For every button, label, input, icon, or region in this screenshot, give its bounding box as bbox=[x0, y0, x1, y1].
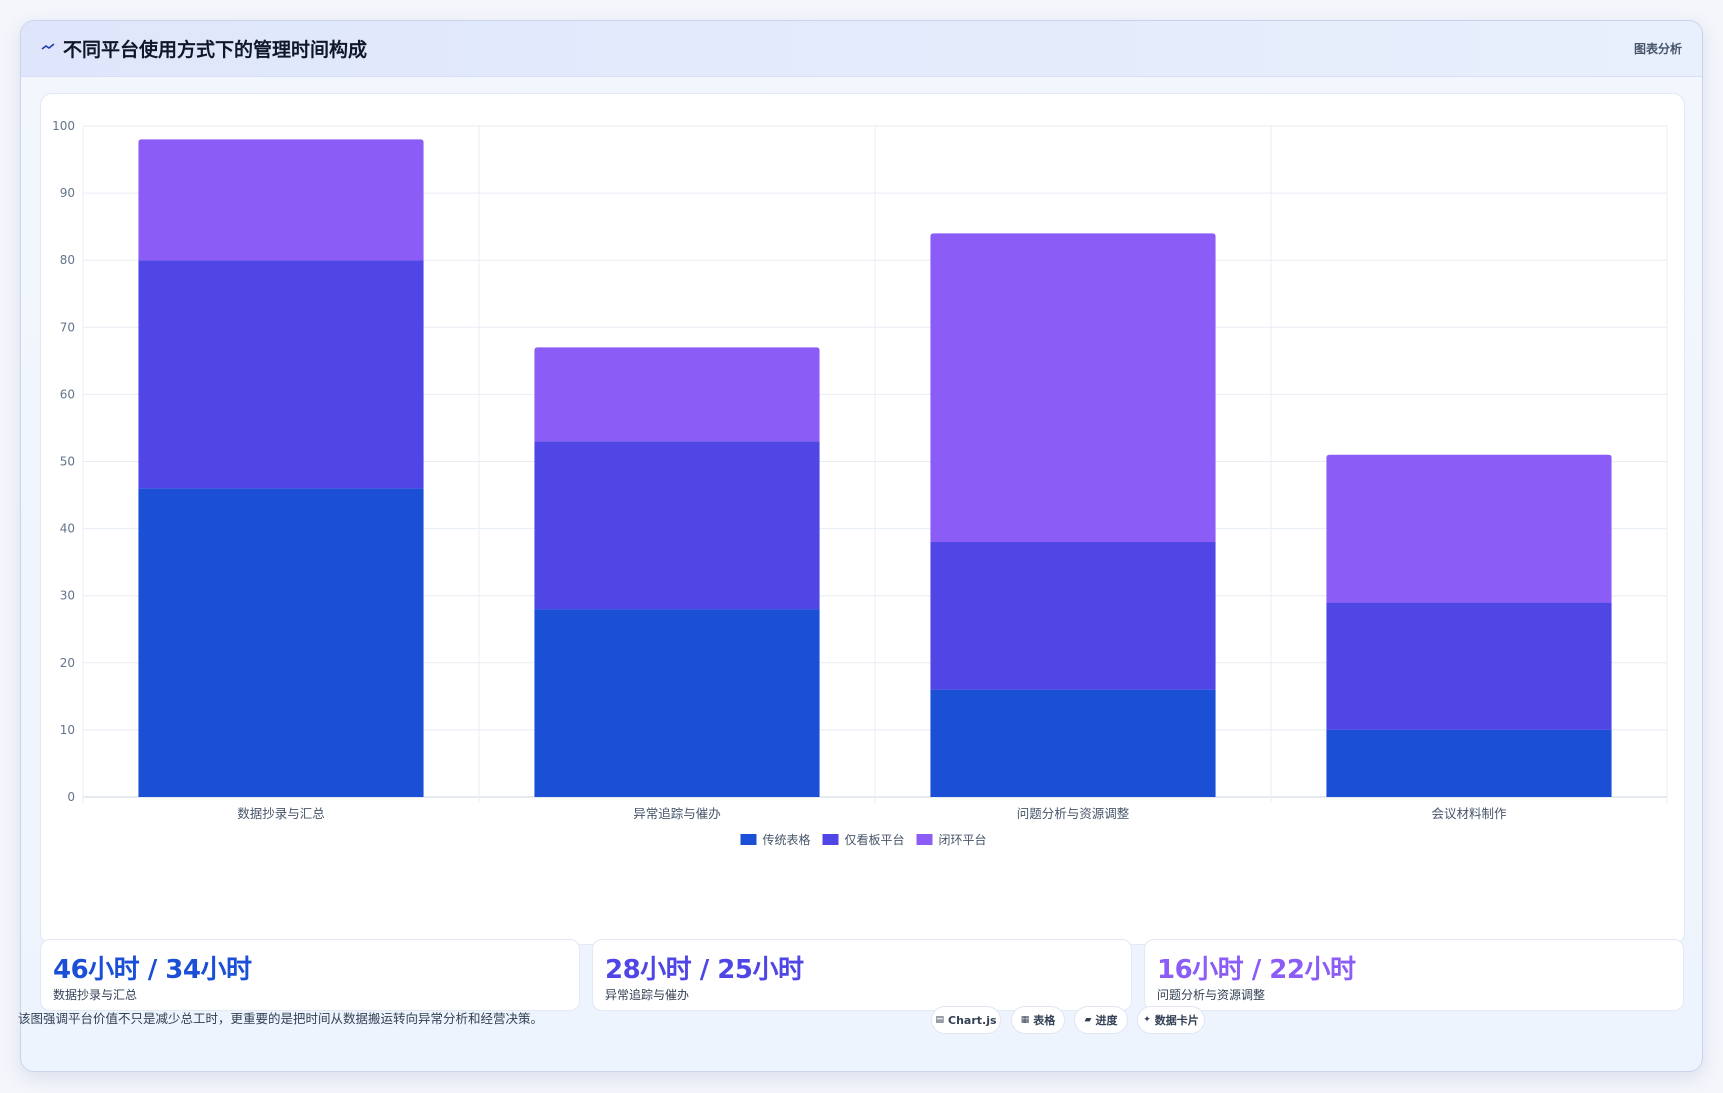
stat-label: 异常追踪与催办 bbox=[605, 988, 690, 1002]
stat-value: 28小时 / 25小时 bbox=[605, 955, 804, 985]
bar-segment bbox=[138, 139, 424, 261]
y-tick-label: 100 bbox=[52, 119, 75, 133]
x-tick-label: 异常追踪与催办 bbox=[633, 806, 721, 821]
y-tick-label: 70 bbox=[60, 320, 75, 334]
y-tick-label: 80 bbox=[60, 253, 75, 267]
stat-value: 16小时 / 22小时 bbox=[1157, 955, 1356, 985]
bar-segment bbox=[534, 347, 820, 442]
chip-progress[interactable]: ▰ 进度 bbox=[1074, 1006, 1128, 1034]
stats-row: 46小时 / 34小时 数据抄录与汇总 28小时 / 25小时 异常追踪与催办 … bbox=[40, 939, 1685, 1011]
y-tick-label: 30 bbox=[60, 589, 75, 603]
bar-segment bbox=[1326, 602, 1612, 730]
page-title: 不同平台使用方式下的管理时间构成 bbox=[63, 39, 368, 61]
table-icon: ▦ bbox=[1020, 1015, 1030, 1025]
stat-label: 数据抄录与汇总 bbox=[53, 988, 138, 1002]
y-tick-label: 40 bbox=[60, 522, 75, 536]
bar-segment bbox=[534, 441, 820, 610]
chip-label: 数据卡片 bbox=[1154, 1014, 1199, 1027]
y-tick-label: 10 bbox=[60, 723, 75, 737]
bar-segment bbox=[1326, 729, 1612, 797]
x-tick-label: 问题分析与资源调整 bbox=[1017, 806, 1130, 821]
chart-icon: ▤ bbox=[935, 1015, 944, 1025]
stacked-bar-chart: 0 10 20 30 40 50 60 70 80 90 100 数据抄录与汇总 异常追踪与催办 问题分析… bbox=[52, 119, 1668, 847]
legend-label: 闭环平台 bbox=[939, 832, 987, 847]
bar-segment bbox=[930, 233, 1216, 543]
card-header: 不同平台使用方式下的管理时间构成 图表分析 bbox=[21, 21, 1702, 77]
legend-label: 仅看板平台 bbox=[845, 832, 905, 847]
y-tick-label: 20 bbox=[60, 656, 75, 670]
y-tick-label: 0 bbox=[67, 790, 75, 804]
bar-segment bbox=[930, 542, 1216, 690]
y-tick-label: 50 bbox=[60, 455, 75, 469]
x-tick-label: 数据抄录与汇总 bbox=[237, 806, 325, 821]
stat-card: 16小时 / 22小时 问题分析与资源调整 bbox=[1144, 939, 1684, 1011]
footer-note: 该图强调平台价值不只是减少总工时，更重要的是把时间从数据搬运转向异常分析和经营决… bbox=[18, 1011, 544, 1026]
bar-segment bbox=[138, 488, 424, 797]
stat-card: 28小时 / 25小时 异常追踪与催办 bbox=[592, 939, 1132, 1011]
bar-segment bbox=[1326, 454, 1612, 603]
stat-value: 46小时 / 34小时 bbox=[53, 955, 252, 985]
legend-swatch bbox=[822, 834, 839, 845]
chart-panel: 0 10 20 30 40 50 60 70 80 90 100 数据抄录与汇总 异常追踪与催办 问题分析… bbox=[40, 93, 1685, 945]
progress-icon: ▰ bbox=[1084, 1015, 1092, 1025]
chart-analysis-tag[interactable]: 图表分析 bbox=[1633, 42, 1682, 56]
sparkle-icon: ✦ bbox=[1143, 1015, 1151, 1025]
legend-swatch bbox=[740, 834, 757, 845]
bar-segment bbox=[534, 609, 820, 797]
y-tick-label: 60 bbox=[60, 387, 75, 401]
legend-swatch bbox=[916, 834, 933, 845]
chip-label: Chart.js bbox=[948, 1013, 997, 1027]
y-tick-label: 90 bbox=[60, 186, 75, 200]
chip-label: 表格 bbox=[1033, 1014, 1056, 1027]
chart-card: 不同平台使用方式下的管理时间构成 图表分析 0 10 20 30 40 50 60 70 80 9… bbox=[20, 20, 1703, 1072]
chip-label: 进度 bbox=[1095, 1014, 1118, 1027]
legend-label: 传统表格 bbox=[763, 832, 811, 847]
chip-chartjs[interactable]: ▤ Chart.js bbox=[931, 1006, 1001, 1034]
bar-segment bbox=[930, 689, 1216, 797]
x-tick-label: 会议材料制作 bbox=[1431, 806, 1507, 821]
trend-icon bbox=[41, 43, 55, 50]
chip-table[interactable]: ▦ 表格 bbox=[1011, 1006, 1065, 1034]
stat-label: 问题分析与资源调整 bbox=[1157, 988, 1266, 1002]
bar-segment bbox=[138, 260, 424, 489]
chip-data-card[interactable]: ✦ 数据卡片 bbox=[1137, 1006, 1205, 1034]
stat-card: 46小时 / 34小时 数据抄录与汇总 bbox=[40, 939, 580, 1011]
